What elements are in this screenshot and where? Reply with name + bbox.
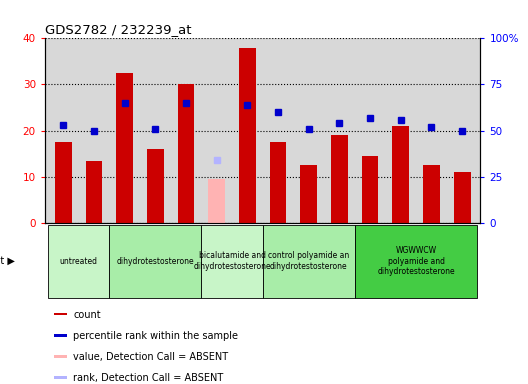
Text: control polyamide an
dihydrotestosterone: control polyamide an dihydrotestosterone <box>268 252 350 271</box>
Bar <box>109 225 201 298</box>
Bar <box>239 48 256 223</box>
Text: agent ▶: agent ▶ <box>0 256 14 266</box>
Text: bicalutamide and
dihydrotestosterone: bicalutamide and dihydrotestosterone <box>193 252 271 271</box>
Bar <box>208 179 225 223</box>
Bar <box>392 126 409 223</box>
Bar <box>86 161 102 223</box>
Text: value, Detection Call = ABSENT: value, Detection Call = ABSENT <box>73 352 228 362</box>
Bar <box>147 149 164 223</box>
Bar <box>48 225 109 298</box>
Bar <box>54 376 67 379</box>
Bar <box>54 355 67 358</box>
Bar <box>423 165 440 223</box>
Text: GDS2782 / 232239_at: GDS2782 / 232239_at <box>45 23 191 36</box>
Bar <box>331 135 348 223</box>
Text: untreated: untreated <box>60 257 98 266</box>
Bar <box>270 142 287 223</box>
Text: count: count <box>73 310 101 320</box>
Text: rank, Detection Call = ABSENT: rank, Detection Call = ABSENT <box>73 373 223 383</box>
Bar <box>177 84 194 223</box>
Text: percentile rank within the sample: percentile rank within the sample <box>73 331 238 341</box>
Bar <box>454 172 470 223</box>
Bar <box>116 73 133 223</box>
Text: WGWWCW
polyamide and
dihydrotestosterone: WGWWCW polyamide and dihydrotestosterone <box>377 246 455 276</box>
Bar <box>55 142 72 223</box>
Bar <box>355 225 477 298</box>
Text: dihydrotestosterone: dihydrotestosterone <box>117 257 194 266</box>
Bar <box>263 225 355 298</box>
Bar <box>54 334 67 337</box>
Bar <box>362 156 379 223</box>
Bar <box>201 225 263 298</box>
Bar <box>300 165 317 223</box>
Bar <box>54 313 67 316</box>
